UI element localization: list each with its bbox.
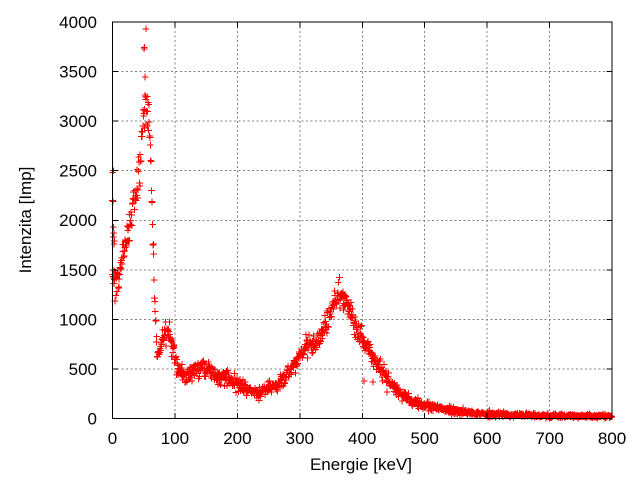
svg-text:3500: 3500: [59, 63, 97, 82]
svg-text:700: 700: [535, 429, 563, 448]
svg-text:Energie [keV]: Energie [keV]: [310, 455, 412, 474]
svg-text:4000: 4000: [59, 13, 97, 32]
svg-text:0: 0: [88, 410, 97, 429]
svg-text:400: 400: [348, 429, 376, 448]
svg-text:500: 500: [411, 429, 439, 448]
svg-text:300: 300: [286, 429, 314, 448]
svg-text:100: 100: [161, 429, 189, 448]
svg-text:2000: 2000: [59, 211, 97, 230]
svg-text:1500: 1500: [59, 261, 97, 280]
svg-text:2500: 2500: [59, 162, 97, 181]
svg-text:3000: 3000: [59, 112, 97, 131]
svg-text:Intenzita [Imp]: Intenzita [Imp]: [16, 167, 35, 274]
svg-text:200: 200: [223, 429, 251, 448]
svg-text:0: 0: [108, 429, 117, 448]
svg-text:600: 600: [473, 429, 501, 448]
svg-text:800: 800: [598, 429, 626, 448]
svg-text:500: 500: [69, 360, 97, 379]
svg-text:1000: 1000: [59, 310, 97, 329]
